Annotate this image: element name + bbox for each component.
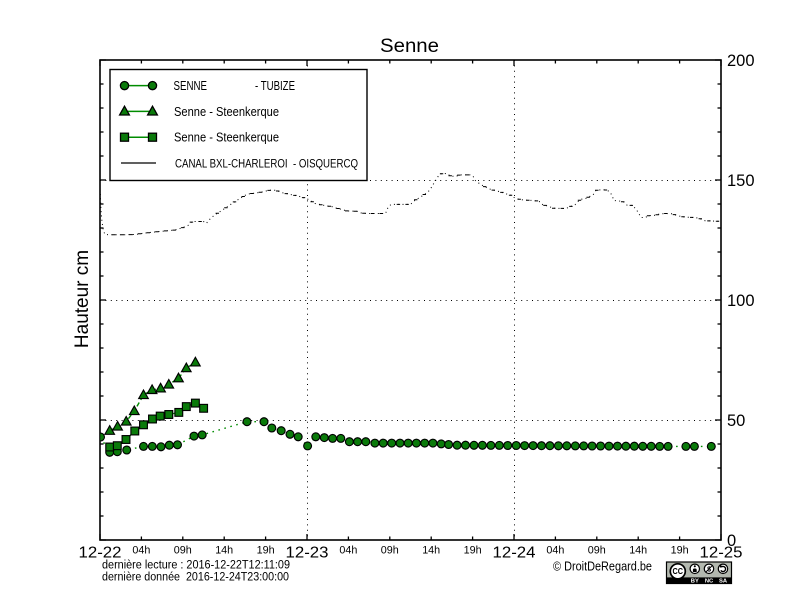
svg-text:19h: 19h (464, 545, 482, 557)
svg-text:12-23: 12-23 (286, 545, 329, 562)
svg-text:Hauteur cm: Hauteur cm (72, 250, 93, 348)
svg-text:14h: 14h (215, 545, 233, 557)
svg-text:04h: 04h (546, 545, 564, 557)
svg-text:- TUBIZE: - TUBIZE (255, 79, 295, 93)
svg-text:SENNE: SENNE (174, 79, 208, 93)
svg-text:19h: 19h (257, 545, 275, 557)
svg-text:CC: CC (673, 567, 684, 576)
svg-text:12-25: 12-25 (700, 545, 743, 562)
svg-text:04h: 04h (339, 545, 357, 557)
svg-text:Senne: Senne (380, 36, 439, 57)
svg-text:$: $ (707, 567, 711, 574)
svg-text:SA: SA (719, 579, 728, 585)
svg-text:12-24: 12-24 (493, 545, 536, 562)
svg-text:09h: 09h (174, 545, 192, 557)
svg-text:CANAL BXL-CHARLEROI - OISQUER: CANAL BXL-CHARLEROI - OISQUERCQ (175, 157, 358, 171)
svg-text:© DroitDeRegard.be: © DroitDeRegard.be (553, 559, 652, 574)
svg-text:09h: 09h (381, 545, 399, 557)
svg-text:100: 100 (727, 292, 755, 310)
svg-text:Senne - Steenkerque: Senne - Steenkerque (174, 131, 279, 145)
svg-text:50: 50 (727, 412, 745, 430)
svg-text:04h: 04h (132, 545, 150, 557)
svg-text:14h: 14h (422, 545, 440, 557)
svg-text:19h: 19h (671, 545, 689, 557)
svg-text:14h: 14h (629, 545, 647, 557)
svg-text:dernière donnée 2016-12-24T23: dernière donnée 2016-12-24T23:00:00 (102, 572, 289, 584)
svg-text:200: 200 (727, 52, 755, 70)
svg-text:BY: BY (691, 579, 699, 585)
svg-text:NC: NC (705, 579, 714, 585)
svg-text:09h: 09h (588, 545, 606, 557)
svg-text:0: 0 (727, 532, 736, 550)
svg-text:dernière lecture : 2016-12-22T: dernière lecture : 2016-12-22T12:11:09 (102, 560, 290, 572)
svg-text:12-22: 12-22 (79, 545, 122, 562)
svg-text:Senne - Steenkerque: Senne - Steenkerque (174, 105, 279, 119)
svg-text:150: 150 (727, 172, 755, 190)
